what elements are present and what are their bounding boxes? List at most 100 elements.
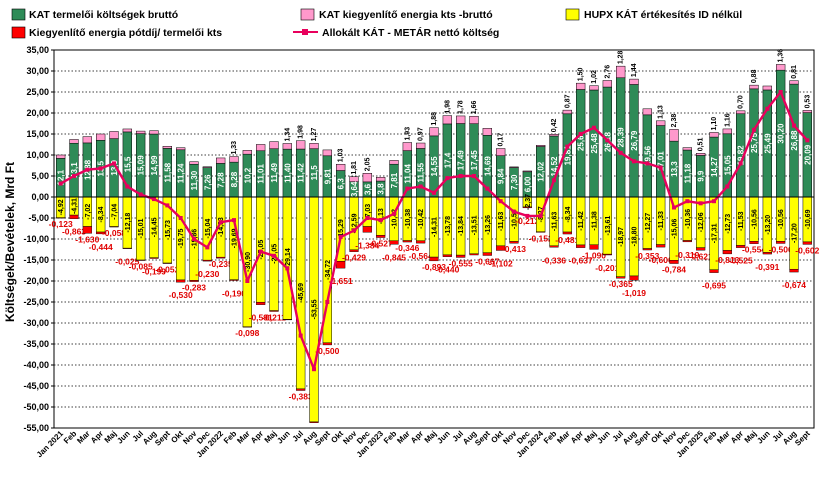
bar-label-kat-termeloi: 11,5 xyxy=(310,165,319,181)
bar-kat-kiegyenlito xyxy=(109,131,119,139)
line-point-allokalt xyxy=(605,138,610,143)
bar-label-kat-termeloi: 17,4 xyxy=(443,152,452,168)
y-tick-label: -45,00 xyxy=(23,381,49,391)
y-tick-label: 20,00 xyxy=(26,108,49,118)
bar-label-potdij: -0,564 xyxy=(409,251,433,261)
bar-label-potdij: -0,098 xyxy=(235,328,259,338)
bar-label-hupx: -10,56 xyxy=(752,209,759,229)
bar-potdij xyxy=(789,269,799,273)
bar-potdij xyxy=(82,226,92,234)
bar-label-potdij: -0,365 xyxy=(609,279,633,289)
bar-label-hupx: -18,80 xyxy=(632,226,639,246)
bar-kat-kiegyenlito xyxy=(136,130,146,134)
bar-kat-kiegyenlito xyxy=(602,80,612,88)
bar-label-potdij: -0,500 xyxy=(315,346,339,356)
bar-potdij xyxy=(216,256,226,259)
bar-kat-kiegyenlito xyxy=(456,115,466,124)
bar-label-hupx: -12,06 xyxy=(698,212,705,232)
bar-label-hupx: -15,73 xyxy=(165,220,172,240)
bar-kat-kiegyenlito xyxy=(696,153,706,156)
line-point-allokalt xyxy=(712,199,716,204)
legend-label-kat-termeloi: KAT termelői költségek bruttó xyxy=(29,9,178,21)
bar-label-kat-termeloi: 11,58 xyxy=(163,162,172,182)
bar-label-hupx: -19,69 xyxy=(232,228,239,248)
bar-kat-kiegyenlito xyxy=(562,109,572,115)
bar-kat-kiegyenlito xyxy=(322,149,332,157)
line-point-allokalt xyxy=(125,184,130,189)
legend-marker-allokalt xyxy=(302,29,308,35)
line-point-allokalt xyxy=(312,367,316,372)
bar-kat-kiegyenlito xyxy=(349,176,359,182)
bar-potdij xyxy=(136,259,146,261)
bar-label-potdij: -0,429 xyxy=(342,253,366,263)
bar-kat-kiegyenlito xyxy=(429,127,439,137)
bar-kat-kiegyenlito xyxy=(482,128,492,136)
bar-kat-kiegyenlito xyxy=(282,143,292,150)
y-tick-label: 10,00 xyxy=(26,150,49,160)
bar-potdij xyxy=(576,244,586,248)
bar-potdij xyxy=(242,326,252,328)
bar-label-kat-termeloi: 13,9 xyxy=(110,159,119,175)
bar-label-kat-termeloi: 25,75 xyxy=(750,132,759,153)
bar-kat-kiegyenlito xyxy=(496,148,506,156)
bar-label-kat-termeloi: 11,30 xyxy=(190,170,199,190)
bar-label-kat-termeloi: 3,8 xyxy=(377,183,386,195)
bar-label-hupx: -7,03 xyxy=(365,204,372,220)
bar-potdij xyxy=(536,231,546,233)
bar-label-kat-kiegyenlito: 0,88 xyxy=(751,69,758,83)
bar-kat-kiegyenlito xyxy=(509,166,519,168)
bar-label-potdij: -0,383 xyxy=(289,392,313,402)
x-tick-label: Sept xyxy=(793,429,812,448)
legend-swatch-kat-kiegyenlito xyxy=(300,8,315,21)
bar-kat-kiegyenlito xyxy=(189,161,199,165)
bar-potdij xyxy=(362,226,372,233)
bar-label-kat-termeloi: 14,55 xyxy=(430,156,439,177)
bar-label-kat-termeloi: 11,24 xyxy=(177,163,186,183)
bar-label-potdij: -0,813 xyxy=(715,255,739,265)
bar-potdij xyxy=(256,302,266,305)
bar-label-hupx: -17,20 xyxy=(792,223,799,243)
bar-label-kat-termeloi: 11,40 xyxy=(283,163,292,183)
bar-kat-kiegyenlito xyxy=(162,146,172,149)
bar-label-kat-termeloi: 8,28 xyxy=(230,171,239,187)
bar-label-kat-kiegyenlito: 1,81 xyxy=(351,161,358,175)
bar-label-potdij: -0,152 xyxy=(529,233,553,243)
x-tick-label: Maj xyxy=(103,429,119,445)
bar-potdij xyxy=(762,252,772,255)
bar-label-hupx: -10,69 xyxy=(805,209,812,229)
bar-label-hupx: -7,02 xyxy=(85,204,92,220)
bar-label-kat-termeloi: 20,09 xyxy=(803,144,812,165)
bar-label-hupx: -15,01 xyxy=(138,218,145,238)
line-point-allokalt xyxy=(778,90,783,94)
bar-label-hupx: -15,04 xyxy=(205,219,212,239)
bar-potdij xyxy=(682,240,692,243)
bar-label-kat-termeloi: 14,52 xyxy=(550,156,559,177)
bar-label-hupx: -45,69 xyxy=(298,283,305,303)
bar-label-kat-termeloi: 19,82 xyxy=(737,145,746,166)
x-tick-label: Maj xyxy=(263,429,279,445)
bar-label-kat-termeloi: 25,48 xyxy=(590,133,599,154)
bar-label-hupx: -10,56 xyxy=(778,209,785,229)
line-point-allokalt xyxy=(578,132,583,136)
legend-swatch-hupx xyxy=(565,8,580,21)
line-point-allokalt xyxy=(672,205,676,210)
bar-label-potdij: -1,384 xyxy=(355,240,379,250)
bar-label-potdij: -1,090 xyxy=(582,250,606,260)
bar-label-potdij: -1,019 xyxy=(622,288,646,298)
line-point-allokalt xyxy=(485,186,490,191)
legend-label-kat-kiegyenlito: KAT kiegyenlítő energia kts -bruttó xyxy=(319,9,493,21)
line-point-allokalt xyxy=(698,201,703,206)
bar-label-potdij: -0,085 xyxy=(129,261,153,271)
y-tick-label: 35,00 xyxy=(26,45,49,55)
x-tick-label: Maj xyxy=(423,429,439,445)
bar-potdij xyxy=(442,254,452,257)
line-point-allokalt xyxy=(418,184,423,189)
bar-kat-kiegyenlito xyxy=(69,139,79,144)
bar-label-potdij: -0,283 xyxy=(182,283,206,293)
bar-potdij xyxy=(456,254,466,258)
bar-label-hupx: -10,59 xyxy=(512,209,519,229)
bar-label-hupx: -4,92 xyxy=(58,199,65,215)
bar-label-hupx: -53,55 xyxy=(312,299,319,319)
line-point-allokalt xyxy=(352,228,356,233)
line-point-allokalt xyxy=(538,213,543,218)
